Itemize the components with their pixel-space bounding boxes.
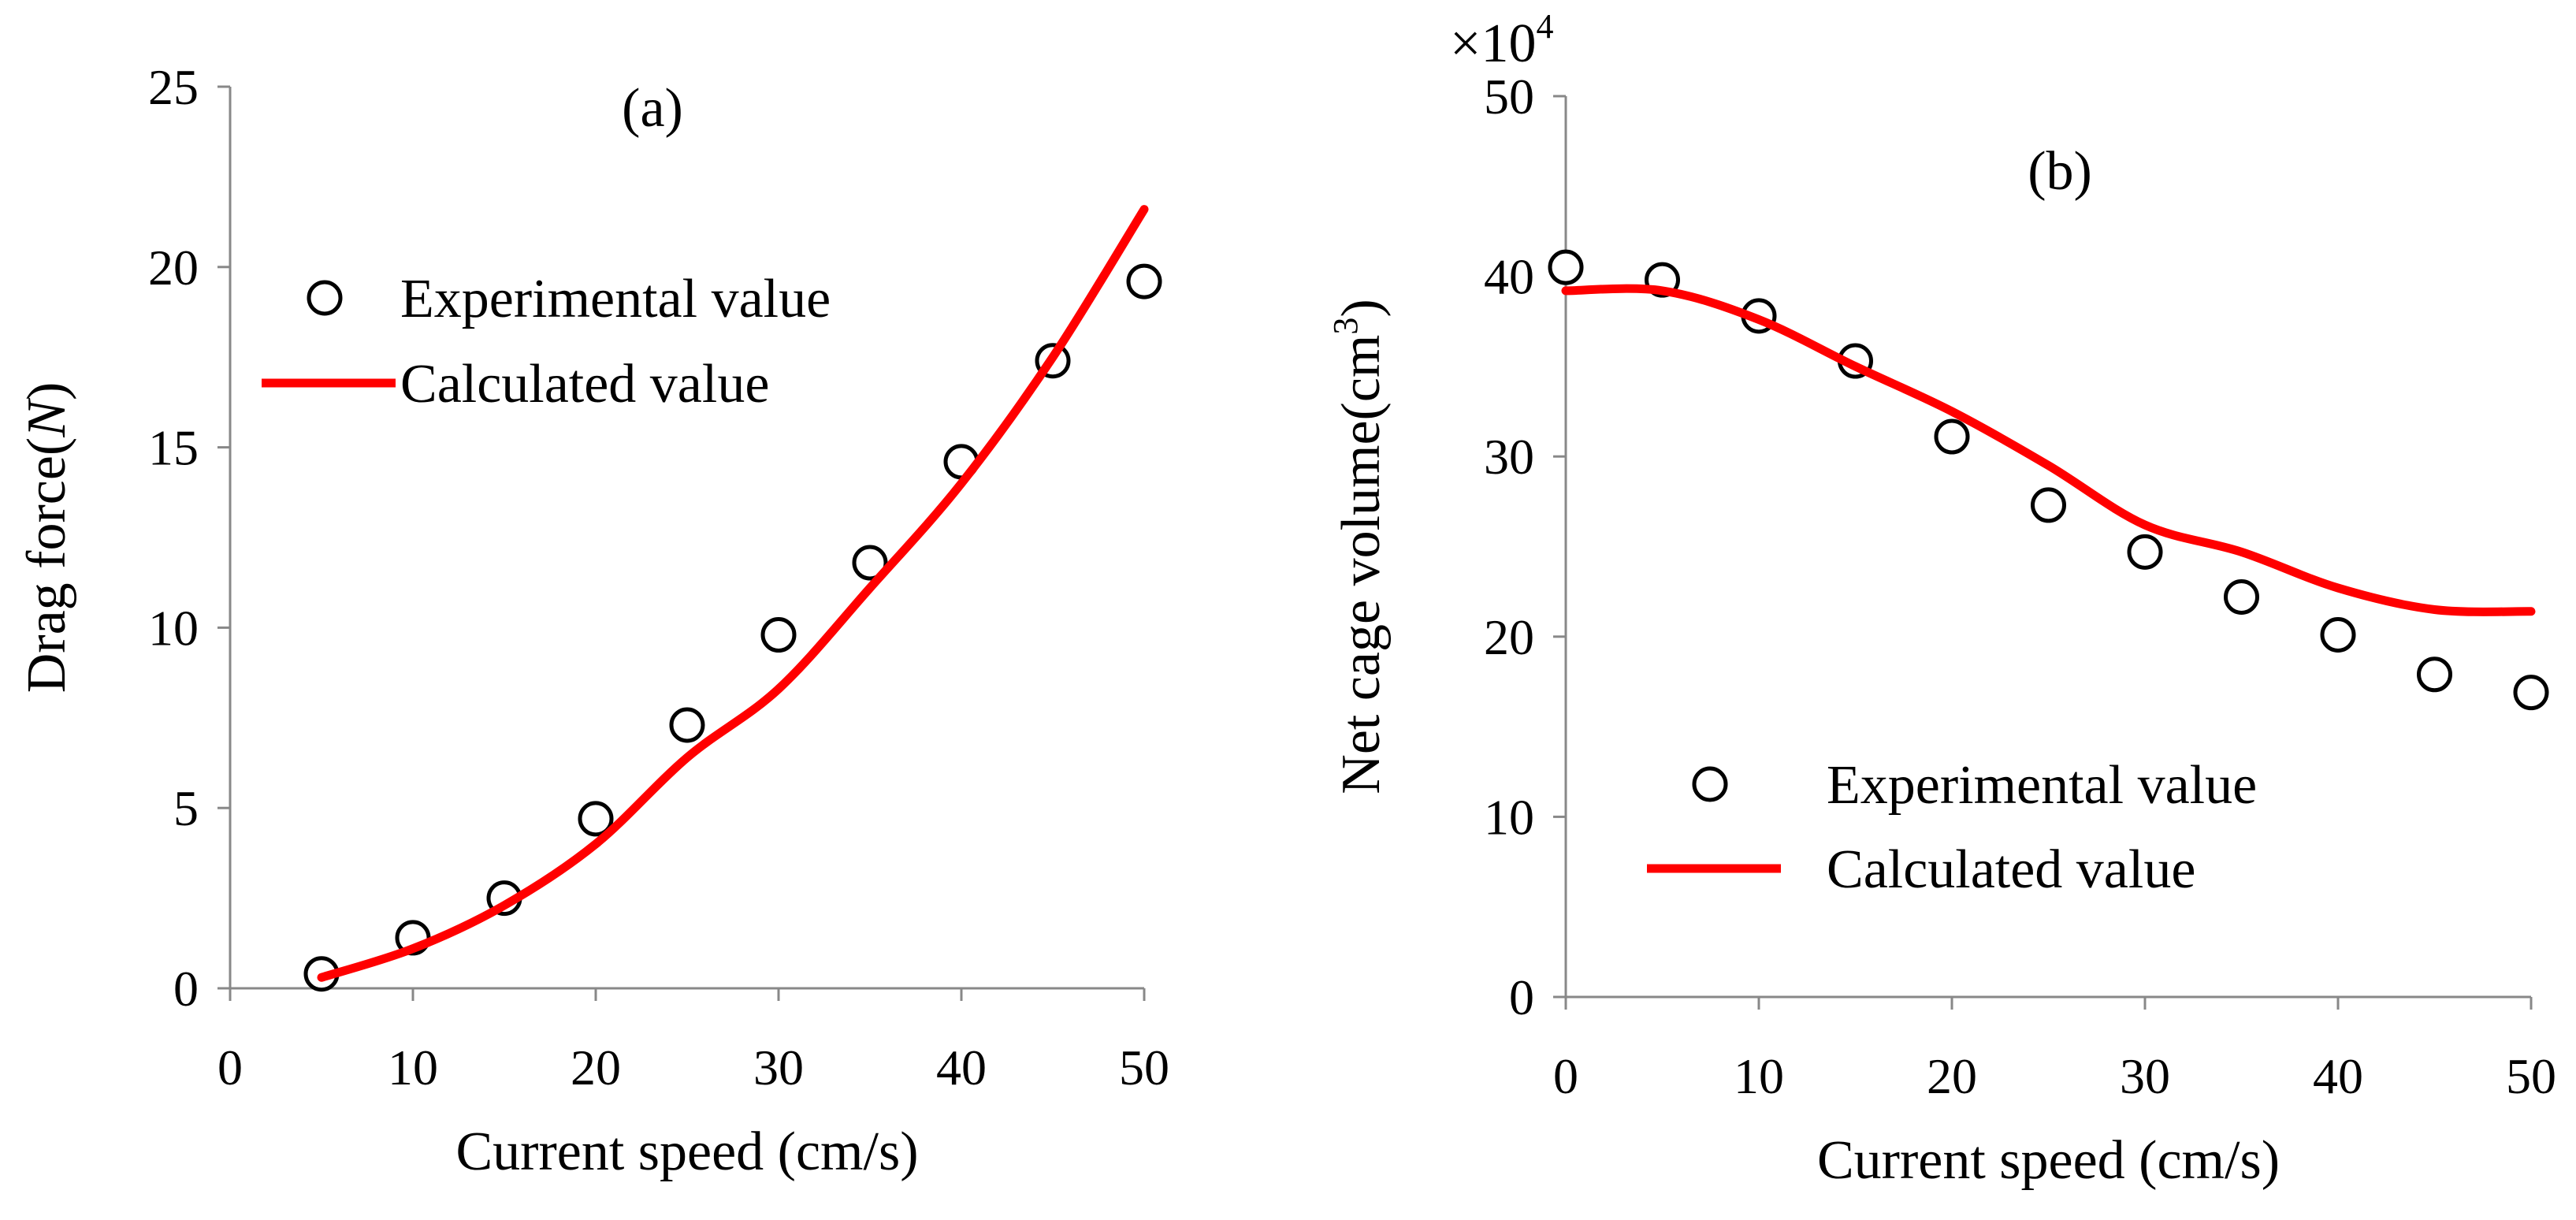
experimental-point [1934, 418, 1970, 455]
x-tick-label: 0 [1553, 1048, 1578, 1104]
experimental-point [1126, 263, 1162, 299]
experimental-point [2031, 487, 2066, 523]
calculated-value-line [1561, 284, 2536, 616]
panel-label: (b) [2028, 141, 2092, 202]
y-axis-label-unit: N [17, 398, 77, 438]
experimental-point [2127, 534, 2163, 570]
x-tick-label: 20 [571, 1040, 621, 1095]
x-tick-label: 20 [1927, 1048, 1977, 1104]
legend-entry-label: Experimental value [1827, 755, 2257, 816]
y-tick-label: 0 [1509, 969, 1534, 1025]
experimental-point [578, 801, 614, 837]
x-tick-label: 10 [1734, 1048, 1784, 1104]
x-axis-label: Current speed (cm/s) [455, 1121, 918, 1182]
y-multiplier-base: ×10 [1450, 13, 1536, 74]
y-tick-label: 10 [148, 600, 199, 656]
legend-entry-label: Calculated value [400, 354, 769, 415]
y-multiplier: ×104 [1450, 7, 1553, 74]
legend: Experimental value Calculated value [1647, 755, 2257, 900]
y-axis-label: Drag force(N) [17, 382, 77, 694]
legend-entry-label: Calculated value [1827, 839, 2195, 900]
y-axis-label-close: ) [1331, 299, 1392, 317]
legend-entry-label: Experimental value [400, 269, 831, 329]
experimental-point [852, 545, 888, 581]
x-tick-label: 50 [2506, 1048, 2556, 1104]
x-axis-label: Current speed (cm/s) [1817, 1130, 2280, 1191]
x-tick-label: 40 [936, 1040, 987, 1095]
x-tick-label: 40 [2313, 1048, 2363, 1104]
y-axis-label-close: ) [17, 382, 77, 400]
y-tick-label: 30 [1484, 429, 1534, 485]
experimental-point [2417, 656, 2452, 693]
x-tick-label: 30 [2120, 1048, 2170, 1104]
x-tick-label: 30 [753, 1040, 804, 1095]
experimental-point [2513, 675, 2549, 711]
y-axis-label-superscript: 3 [1326, 318, 1365, 335]
y-tick-label: 20 [1484, 609, 1534, 665]
chart-panel-a: 0 10 20 30 40 50 0 5 10 15 20 25 Current speed (cm/s… [17, 59, 1169, 1182]
y-multiplier-exponent: 4 [1536, 7, 1553, 46]
chart-panel-b: 0 10 20 30 40 50 0 10 20 30 40 50 Current speed (cm/… [1326, 7, 2556, 1191]
y-tick-label: 15 [148, 420, 199, 476]
y-tick-label: 20 [148, 240, 199, 296]
x-tick-label: 10 [388, 1040, 438, 1095]
legend: Experimental value Calculated value [262, 269, 831, 415]
legend-marker-circle [1692, 766, 1728, 802]
legend-marker-circle [307, 280, 343, 316]
y-tick-label: 40 [1484, 249, 1534, 305]
panel-label: (a) [622, 78, 683, 139]
y-axis-label-text: Drag force( [17, 437, 77, 694]
experimental-point [2320, 617, 2356, 653]
y-tick-label: 5 [173, 780, 199, 836]
y-axis-label-text: Net cage volume(cm [1331, 335, 1392, 794]
experimental-point [760, 617, 797, 653]
y-tick-label: 0 [173, 961, 199, 1017]
experimental-point [1548, 249, 1584, 285]
y-tick-label: 50 [1484, 69, 1534, 125]
calculated-value-line [317, 205, 1149, 982]
y-axis-label: Net cage volume(cm3) [1326, 299, 1392, 794]
experimental-point [2224, 579, 2259, 616]
x-tick-label: 50 [1119, 1040, 1169, 1095]
y-tick-label: 10 [1484, 789, 1534, 845]
y-tick-label: 25 [148, 59, 199, 115]
x-tick-label: 0 [217, 1040, 243, 1095]
experimental-point [669, 707, 705, 743]
